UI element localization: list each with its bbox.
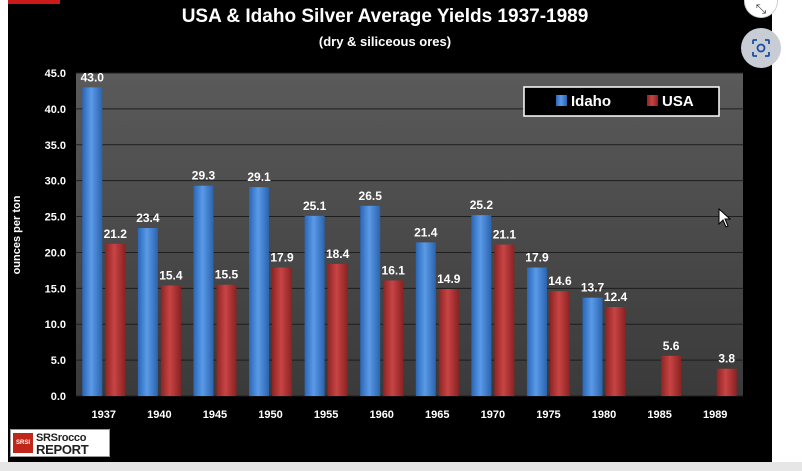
data-label-usa-1965: 14.9 xyxy=(437,272,461,286)
data-label-idaho-1960: 26.5 xyxy=(359,189,383,203)
x-tick-label: 1985 xyxy=(647,409,671,421)
legend-label-usa: USA xyxy=(662,93,694,110)
logo-line1: SRSrocco xyxy=(36,432,87,444)
y-tick-label: 20.0 xyxy=(45,247,66,259)
legend: Idaho USA xyxy=(523,86,720,117)
data-label-idaho-1945: 29.3 xyxy=(192,169,216,183)
bar-usa-1980 xyxy=(605,306,626,396)
bar-usa-1955 xyxy=(327,263,348,396)
data-label-usa-1945: 15.5 xyxy=(215,268,239,282)
y-tick-label: 35.0 xyxy=(45,140,66,152)
page-margin xyxy=(772,0,802,471)
bar-usa-1937 xyxy=(105,243,126,396)
bottom-bar xyxy=(0,462,802,471)
data-label-idaho-1950: 29.1 xyxy=(247,170,271,184)
y-axis-ticks: 0.0 5.0 10.0 15.0 20.0 25.0 30.0 35.0 40.0 45.0 xyxy=(45,68,66,403)
bar-usa-1989 xyxy=(716,368,737,396)
bar-idaho-1945 xyxy=(193,185,214,396)
y-tick-label: 15.0 xyxy=(45,283,66,295)
bar-idaho-1970 xyxy=(471,215,492,396)
data-label-usa-1970: 21.1 xyxy=(493,228,517,242)
collapse-arrow-glyph: ⤡ xyxy=(755,1,767,16)
chart-title: USA & Idaho Silver Average Yields 1937-1… xyxy=(182,6,589,27)
lens-search-icon xyxy=(752,39,770,57)
bar-usa-1950 xyxy=(272,267,293,396)
y-tick-label: 30.0 xyxy=(45,176,66,188)
bar-usa-1940 xyxy=(160,285,181,396)
logo-line2: REPORT xyxy=(36,442,89,457)
data-label-idaho-1940: 23.4 xyxy=(136,211,160,225)
data-label-idaho-1975: 17.9 xyxy=(525,251,549,265)
bar-usa-1975 xyxy=(549,291,570,396)
x-tick-label: 1945 xyxy=(203,409,227,421)
bar-usa-1945 xyxy=(216,284,237,396)
x-tick-label: 1989 xyxy=(703,409,727,421)
data-label-usa-1950: 17.9 xyxy=(270,251,294,265)
x-tick-label: 1960 xyxy=(369,409,393,421)
bar-idaho-1980 xyxy=(582,297,603,396)
bar-usa-1970 xyxy=(494,244,515,396)
red-corner-strip xyxy=(8,0,60,4)
data-label-idaho-1955: 25.1 xyxy=(303,199,327,213)
data-label-idaho-1980: 13.7 xyxy=(581,281,605,295)
bar-idaho-1960 xyxy=(360,205,381,396)
data-label-idaho-1965: 21.4 xyxy=(414,225,438,239)
bar-usa-1985 xyxy=(661,355,682,396)
y-tick-label: 25.0 xyxy=(45,212,66,224)
srsrocco-logo: SRSI SRSrocco REPORT xyxy=(10,429,110,457)
bar-idaho-1937 xyxy=(82,87,103,396)
legend-label-idaho: Idaho xyxy=(571,93,611,110)
y-tick-label: 45.0 xyxy=(45,68,66,80)
bars xyxy=(82,87,737,396)
y-tick-label: 5.0 xyxy=(51,355,66,367)
gridlines xyxy=(76,72,743,397)
legend-swatch-idaho xyxy=(556,95,567,106)
chart-subtitle: (dry & siliceous ores) xyxy=(319,34,451,49)
x-tick-label: 1975 xyxy=(536,409,560,421)
bar-idaho-1955 xyxy=(304,215,325,396)
y-axis-label: ounces per ton xyxy=(11,195,23,274)
y-tick-label: 10.0 xyxy=(45,319,66,331)
plot-area xyxy=(76,73,743,396)
x-tick-label: 1950 xyxy=(258,409,282,421)
bar-idaho-1940 xyxy=(137,228,158,396)
data-label-usa-1960: 16.1 xyxy=(382,263,406,277)
data-label-usa-1989: 3.8 xyxy=(718,352,735,366)
data-label-usa-1955: 18.4 xyxy=(326,247,350,261)
bar-idaho-1965 xyxy=(415,242,436,396)
legend-swatch-usa xyxy=(647,95,658,106)
x-tick-label: 1940 xyxy=(147,409,171,421)
x-tick-label: 1970 xyxy=(481,409,505,421)
data-label-usa-1937: 21.2 xyxy=(104,227,128,241)
bar-usa-1965 xyxy=(438,289,459,396)
data-label-idaho-1970: 25.2 xyxy=(470,198,494,212)
mouse-cursor-icon xyxy=(718,207,732,228)
y-tick-label: 0.0 xyxy=(51,391,66,403)
data-label-idaho-1937: 43.0 xyxy=(81,70,105,84)
bar-usa-1960 xyxy=(383,280,404,396)
logo-badge: SRSI xyxy=(13,433,33,453)
data-label-usa-1940: 15.4 xyxy=(159,268,183,282)
data-label-usa-1980: 12.4 xyxy=(604,290,628,304)
bar-idaho-1975 xyxy=(526,267,547,396)
x-tick-label: 1980 xyxy=(592,409,616,421)
data-label-usa-1985: 5.6 xyxy=(663,339,680,353)
bar-idaho-1950 xyxy=(249,187,270,396)
lens-search-button[interactable] xyxy=(741,28,781,68)
x-tick-label: 1937 xyxy=(92,409,116,421)
x-tick-label: 1955 xyxy=(314,409,338,421)
x-axis-ticks: 1937 1940 1945 1950 1955 1960 1965 1970 1975 1980… xyxy=(92,409,728,421)
data-labels: 43.0 21.2 23.4 15.4 29.3 15.5 29.1 17.9 25.1 18.4… xyxy=(81,70,736,365)
y-tick-label: 40.0 xyxy=(45,104,66,116)
x-tick-label: 1965 xyxy=(425,409,449,421)
data-label-usa-1975: 14.6 xyxy=(548,274,572,288)
